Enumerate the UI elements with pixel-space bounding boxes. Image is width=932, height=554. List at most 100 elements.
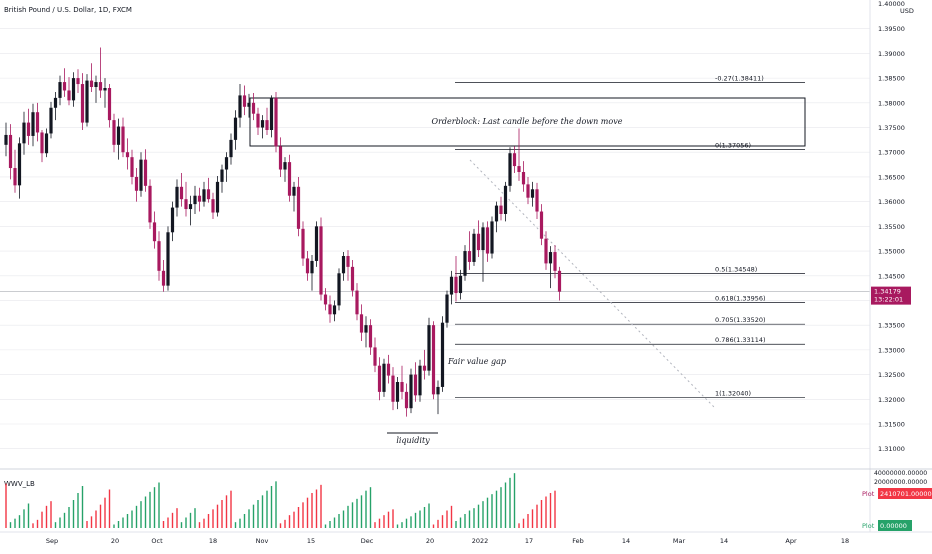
candle-body [31,112,35,136]
volume-bar [315,489,318,528]
candle-body [278,146,283,170]
candle-body [404,391,409,409]
symbol-title: British Pound / U.S. Dollar, 1D, FXCM [4,6,132,14]
fib-retracement[interactable]: -0.27(1.38411) 0(1.37056) 0.5(1.34548) 0.61… [455,75,805,398]
volume-bar [531,509,534,528]
candle-body [8,134,13,169]
price-tick-label: 1.36500 [878,173,905,181]
volume-bar [95,510,97,528]
candle-body [355,290,359,315]
volume-bar [59,517,61,528]
plot2-label: Plot [862,522,875,530]
candle-body [458,275,463,294]
time-axis-label: 20 [111,537,119,545]
volume-bar [536,504,538,528]
volume-bar [495,490,498,528]
candle-body [409,374,413,409]
candle-body [103,88,107,91]
currency-label: USD [900,7,914,15]
candle-body [490,221,494,254]
volume-bar [518,523,520,528]
candle-body [220,169,224,182]
fib-level-label: -0.27(1.38411) [715,75,764,83]
volume-bar [302,502,304,528]
time-axis-label: 14 [720,537,728,545]
volume-bar [266,490,268,528]
volume-bar [50,501,52,528]
candle-body [62,82,67,91]
volume-bar [135,505,138,528]
volume-bar [131,510,133,528]
candle-body [233,117,238,140]
volume-bar [122,517,124,528]
candle-body [251,102,256,114]
candle-body [184,199,188,210]
indicator-name: WWV_LB [4,480,35,488]
volume-bar [387,511,390,528]
time-axis[interactable]: Sep 20 Oct 18 Nov 15 Dec 20 2022 17 Feb 14 Mar 14 Apr 1… [46,537,849,545]
candle-body [193,195,197,205]
candle-body [125,152,130,158]
candle-body [94,82,98,88]
candle-body [427,325,431,371]
volume-bar [9,522,12,528]
time-axis-label: 17 [525,537,533,545]
orderblock-box[interactable] [249,97,806,147]
volume-bar [360,495,363,528]
volume-bar [239,518,241,528]
price-tick-label: 1.38000 [878,99,905,107]
volume-bar [527,514,529,528]
volume-bar [99,504,102,528]
volume-bar [428,503,430,528]
price-tick-label: 1.34500 [878,272,905,280]
plot1-value: 2410701.00000 [880,490,932,498]
volume-bar [23,509,25,528]
volume-bar [356,498,358,528]
volume-bar [72,500,75,528]
price-tick-label: 1.31000 [878,445,905,453]
fib-level-label: 0.705(1.33520) [715,316,766,324]
candle-body [436,386,440,395]
indicator-axis-top: 40000000.00000 [874,470,927,477]
volume-bar [284,519,286,528]
candle-body [449,276,454,295]
volume-bar [464,514,466,528]
candle-body [350,266,355,291]
candle-body [22,122,26,144]
volume-bar [63,512,66,528]
orderblock-label: Orderblock: Last candle before the down … [432,117,623,126]
candle-body [346,256,350,267]
fib-level-label: 0.618(1.33956) [715,295,766,303]
volume-bar [419,510,421,528]
volume-bar [81,486,84,528]
candle-body [301,228,305,259]
volume-bar [171,512,174,528]
volume-bar [234,522,237,528]
candle-body [256,113,260,128]
candle-body [197,195,202,202]
volume-bar [329,521,331,528]
candle-body [283,162,287,170]
volume-bar [198,522,201,528]
candle-body [170,207,175,233]
volume-bar [14,518,16,528]
volume-bar [5,483,7,528]
volume-bar [347,505,349,528]
candle-body [260,120,265,128]
volume-bar [189,512,192,528]
volume-bar [275,481,277,528]
candle-body [382,363,386,392]
volume-bar [167,517,169,528]
countdown-value: 13:22:01 [874,296,903,304]
volume-bar [117,521,120,528]
volume-bar [144,496,147,528]
candle-body [368,325,373,348]
volume-bar [288,515,291,528]
candles [4,47,562,417]
candle-body [67,90,71,101]
candle-body [107,88,112,121]
volume-bar [513,473,516,528]
volume-bar [522,518,525,528]
